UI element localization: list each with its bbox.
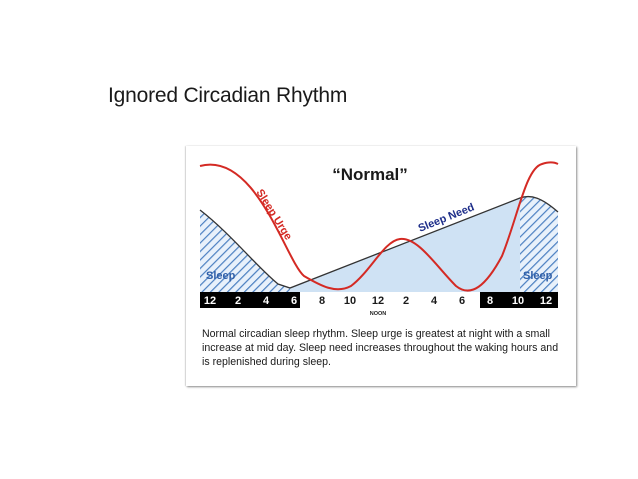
sleep-need-area — [290, 198, 520, 292]
circadian-figure: “Normal” Sleep Urge Sleep Need Sleep Sle… — [186, 146, 576, 386]
circadian-diagram: “Normal” Sleep Urge Sleep Need Sleep Sle… — [199, 161, 559, 317]
time-tick-label: 6 — [459, 295, 465, 307]
time-tick-label: 8 — [319, 295, 325, 307]
time-tick-label: 8 — [487, 295, 493, 307]
figure-caption: Normal circadian sleep rhythm. Sleep urg… — [202, 328, 559, 368]
sleep-area-right — [520, 196, 558, 292]
night-bar-left — [200, 292, 300, 308]
sleep-urge-curve — [199, 161, 559, 292]
time-tick-label: 2 — [403, 295, 409, 307]
sleep-need-curve — [199, 195, 559, 289]
time-tick-label: 6 — [291, 295, 297, 307]
sleep-label-left: Sleep — [206, 270, 236, 282]
slide-title: Ignored Circadian Rhythm — [108, 84, 348, 107]
time-tick-label: 10 — [512, 295, 524, 307]
time-axis: 12 2 4 6 8 10 12 2 4 6 8 10 12 — [204, 295, 552, 307]
time-tick-label: 2 — [235, 295, 241, 307]
time-tick-label: 10 — [344, 295, 356, 307]
time-tick-label: 12 — [204, 295, 216, 307]
time-tick-label: 4 — [263, 295, 270, 307]
time-tick-label: 4 — [431, 295, 438, 307]
time-tick-label: 12 — [372, 295, 384, 307]
time-tick-label: 12 — [540, 295, 552, 307]
figure-heading: “Normal” — [332, 165, 408, 184]
night-bar-right — [480, 292, 558, 308]
sleep-label-right: Sleep — [523, 270, 553, 282]
day-bar — [300, 292, 480, 308]
noon-label: NOON — [370, 311, 387, 317]
sleep-urge-label: Sleep Urge — [253, 187, 294, 242]
